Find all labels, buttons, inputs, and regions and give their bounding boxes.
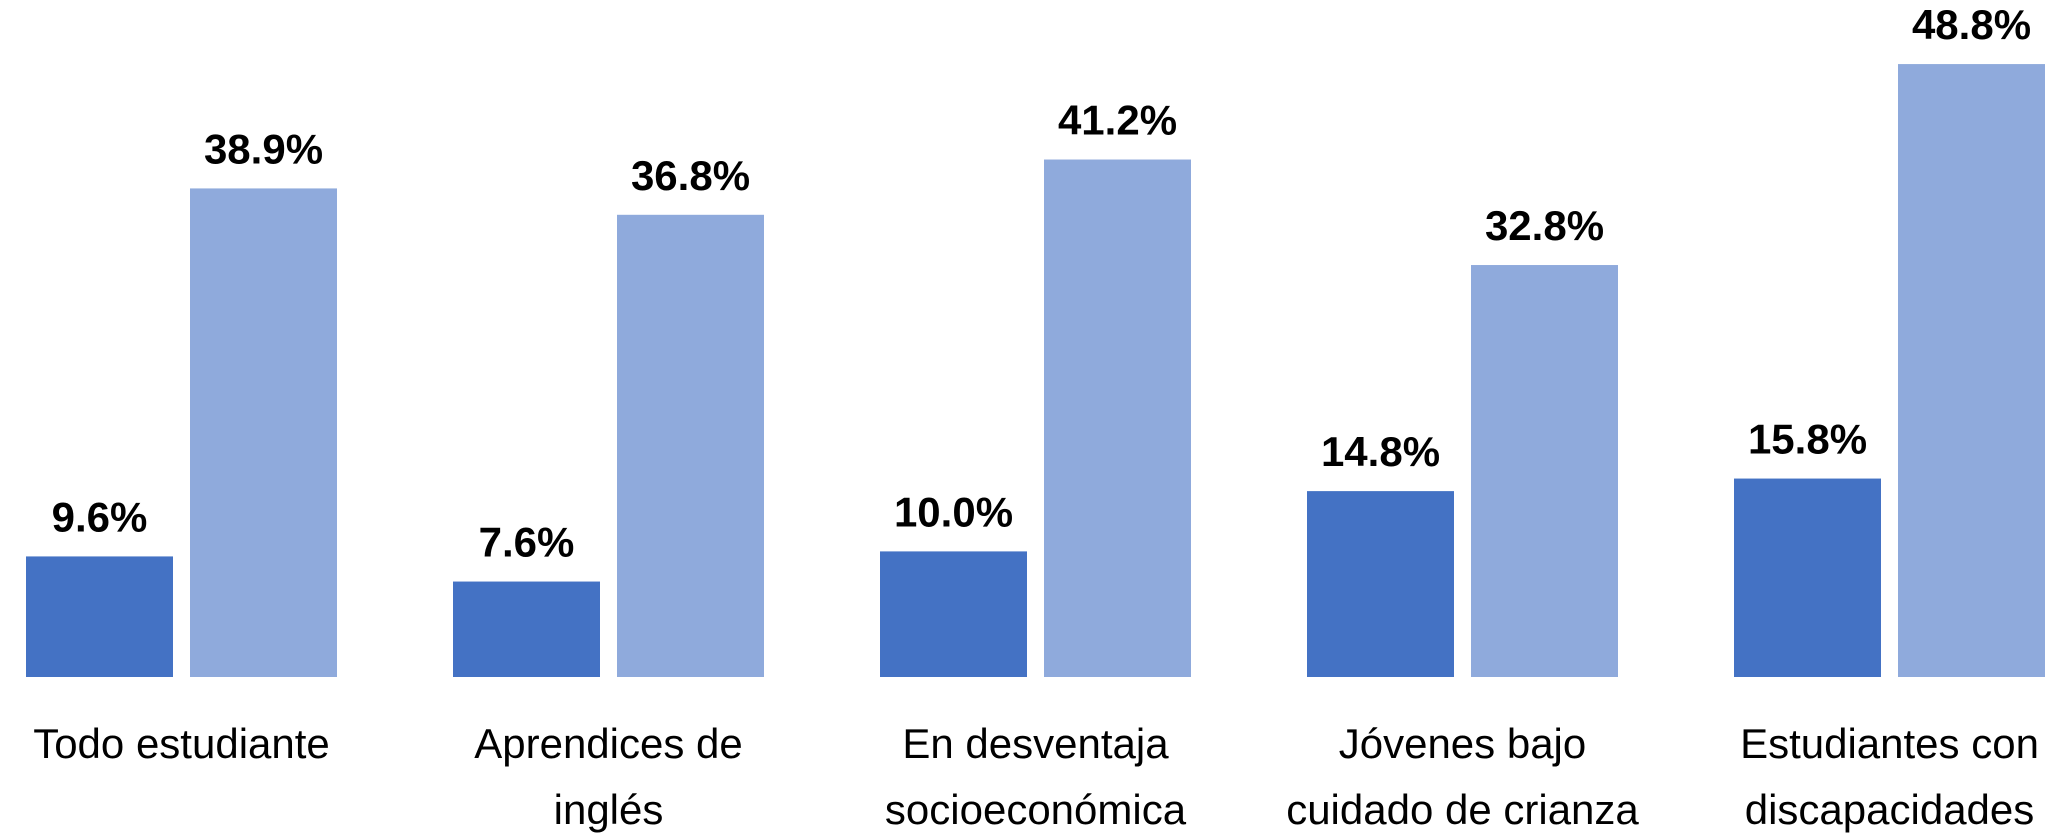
bar	[1734, 478, 1881, 677]
value-label: 36.8%	[631, 152, 750, 199]
category-label: En desventaja	[902, 720, 1169, 767]
bar	[26, 556, 173, 677]
category-label: Todo estudiante	[33, 720, 330, 767]
bar	[880, 551, 1027, 677]
bar	[453, 581, 600, 677]
category-label: Estudiantes con	[1740, 720, 2039, 767]
value-label: 48.8%	[1912, 1, 2031, 48]
value-label: 7.6%	[479, 519, 575, 566]
category-label: Aprendices de	[474, 720, 743, 767]
bar	[1044, 159, 1191, 677]
value-label: 9.6%	[52, 494, 148, 541]
category-label: cuidado de crianza	[1286, 786, 1639, 833]
value-label: 38.9%	[204, 126, 323, 173]
category-label: socioeconómica	[885, 786, 1187, 833]
value-label: 41.2%	[1058, 97, 1177, 144]
value-label: 32.8%	[1485, 202, 1604, 249]
bar	[617, 214, 764, 678]
value-label: 14.8%	[1321, 428, 1440, 475]
bar	[190, 188, 337, 677]
category-label: inglés	[554, 786, 664, 833]
value-label: 15.8%	[1748, 416, 1867, 463]
category-label: discapacidades	[1745, 786, 2035, 833]
bar	[1898, 64, 2045, 677]
bar	[1471, 265, 1618, 677]
value-label: 10.0%	[894, 488, 1013, 535]
category-label: Jóvenes bajo	[1339, 720, 1587, 767]
bar	[1307, 491, 1454, 677]
